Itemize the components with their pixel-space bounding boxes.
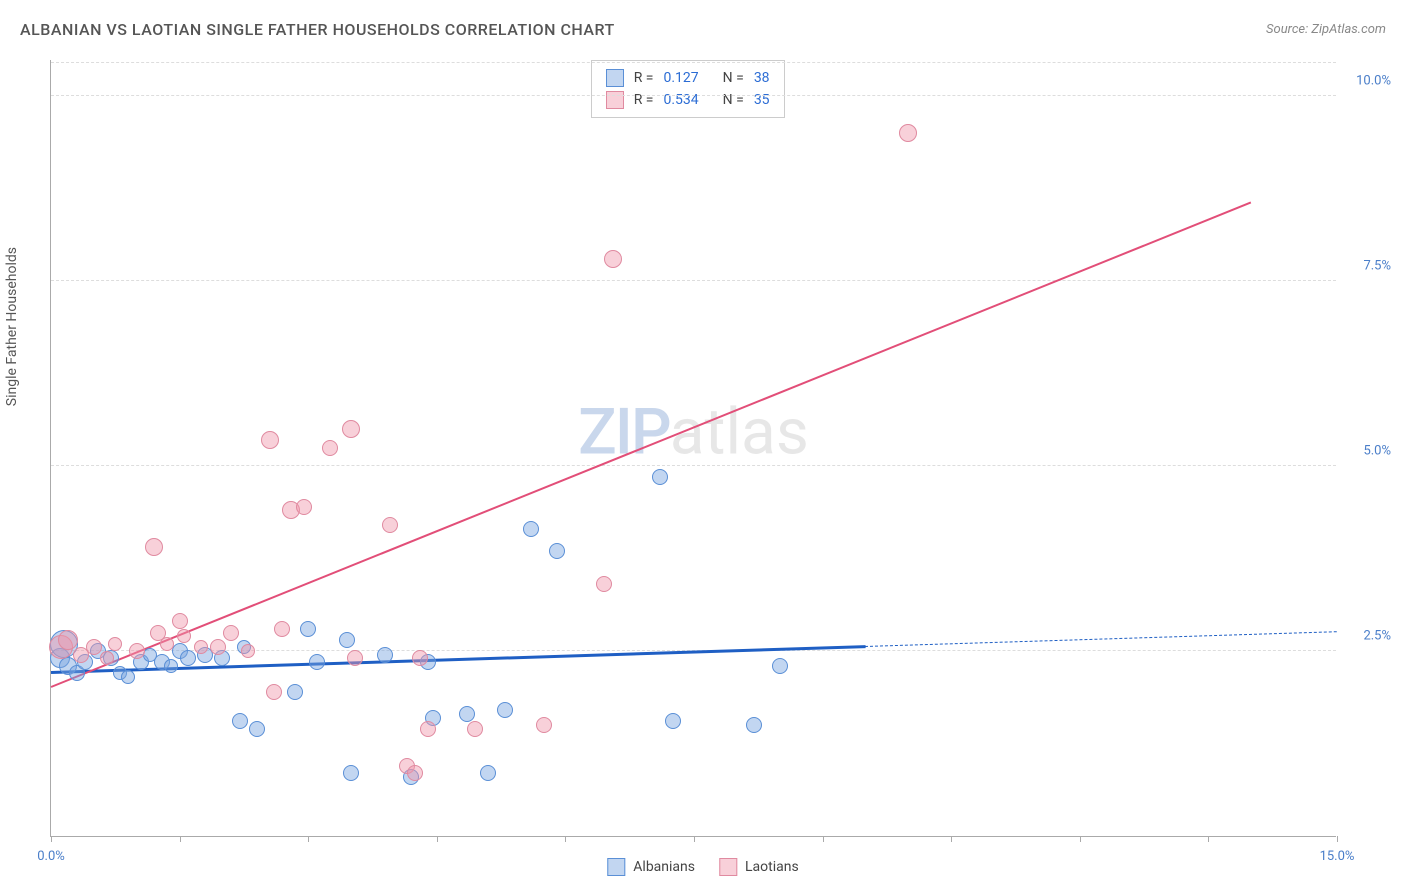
data-point <box>523 521 539 537</box>
y-tick-label: 7.5% <box>1363 259 1391 274</box>
data-point <box>249 721 265 737</box>
data-point <box>536 717 552 733</box>
data-point <box>412 650 428 666</box>
legend-item: Albanians <box>607 858 695 876</box>
chart-title: ALBANIAN VS LAOTIAN SINGLE FATHER HOUSEH… <box>20 20 615 39</box>
legend-swatch <box>607 858 625 876</box>
data-point <box>177 629 191 643</box>
x-tick-label: 0.0% <box>37 849 65 864</box>
bottom-legend: Albanians Laotians <box>607 858 798 876</box>
x-tick <box>180 836 181 842</box>
trendline <box>51 201 1252 688</box>
data-point <box>274 621 290 637</box>
data-point <box>467 721 483 737</box>
data-point <box>382 517 398 533</box>
gridline <box>51 95 1336 96</box>
plot-area: ZIPatlas R =0.127N =38R =0.534N =35 2.5%… <box>50 60 1336 837</box>
data-point <box>223 625 239 641</box>
data-point <box>596 576 612 592</box>
source-label: Source: ZipAtlas.com <box>1266 22 1386 37</box>
data-point <box>232 713 248 729</box>
x-tick <box>308 836 309 842</box>
data-point <box>241 644 255 658</box>
stats-legend: R = 0.127 N = 38 R =0.534N =35 <box>591 60 785 118</box>
data-point <box>58 630 78 650</box>
data-point <box>339 632 355 648</box>
y-tick-label: 2.5% <box>1363 629 1391 644</box>
data-point <box>342 420 360 438</box>
watermark-part1: ZIP <box>578 395 670 470</box>
x-tick <box>694 836 695 842</box>
data-point <box>210 639 226 655</box>
legend-label: Laotians <box>745 859 799 875</box>
data-point <box>266 684 282 700</box>
x-tick <box>1208 836 1209 842</box>
data-point <box>497 702 513 718</box>
data-point <box>772 658 788 674</box>
n-label: N = <box>723 70 744 86</box>
data-point <box>377 647 393 663</box>
data-point <box>160 637 174 651</box>
data-point <box>86 639 102 655</box>
legend-swatch <box>719 858 737 876</box>
n-value: 38 <box>754 70 770 86</box>
data-point <box>261 431 279 449</box>
chart-container: ALBANIAN VS LAOTIAN SINGLE FATHER HOUSEH… <box>0 0 1406 892</box>
data-point <box>121 670 135 684</box>
y-tick-label: 5.0% <box>1363 444 1391 459</box>
data-point <box>300 621 316 637</box>
x-tick <box>1337 836 1338 842</box>
gridline <box>51 280 1336 281</box>
trendline-extrapolation <box>865 632 1337 648</box>
stats-legend-row: R =0.534N =35 <box>606 89 770 111</box>
data-point <box>287 684 303 700</box>
x-tick <box>565 836 566 842</box>
data-point <box>129 643 145 659</box>
r-label: R = <box>634 70 654 86</box>
data-point <box>180 650 196 666</box>
stats-legend-row: R = 0.127 N = 38 <box>606 67 770 89</box>
legend-swatch <box>606 91 624 109</box>
data-point <box>665 713 681 729</box>
x-tick <box>951 836 952 842</box>
gridline <box>51 465 1336 466</box>
data-point <box>459 706 475 722</box>
data-point <box>604 250 622 268</box>
data-point <box>480 765 496 781</box>
data-point <box>309 654 325 670</box>
data-point <box>145 538 163 556</box>
data-point <box>652 469 668 485</box>
y-tick-label: 10.0% <box>1356 74 1391 89</box>
x-tick-label: 15.0% <box>1320 849 1355 864</box>
data-point <box>549 543 565 559</box>
data-point <box>420 721 436 737</box>
data-point <box>172 613 188 629</box>
data-point <box>322 440 338 456</box>
x-tick <box>437 836 438 842</box>
data-point <box>347 650 363 666</box>
x-tick <box>823 836 824 842</box>
watermark-part2: atlas <box>670 395 809 470</box>
y-axis-label: Single Father Households <box>4 247 20 406</box>
data-point <box>108 637 122 651</box>
data-point <box>343 765 359 781</box>
legend-item: Laotians <box>719 858 799 876</box>
data-point <box>100 651 114 665</box>
r-value: 0.127 <box>663 70 698 86</box>
legend-swatch <box>606 69 624 87</box>
x-tick <box>51 836 52 842</box>
gridline <box>51 62 1336 63</box>
data-point <box>296 499 312 515</box>
data-point <box>164 659 178 673</box>
x-tick <box>1080 836 1081 842</box>
data-point <box>746 717 762 733</box>
data-point <box>899 124 917 142</box>
data-point <box>407 765 423 781</box>
legend-label: Albanians <box>633 859 695 875</box>
data-point <box>194 640 208 654</box>
